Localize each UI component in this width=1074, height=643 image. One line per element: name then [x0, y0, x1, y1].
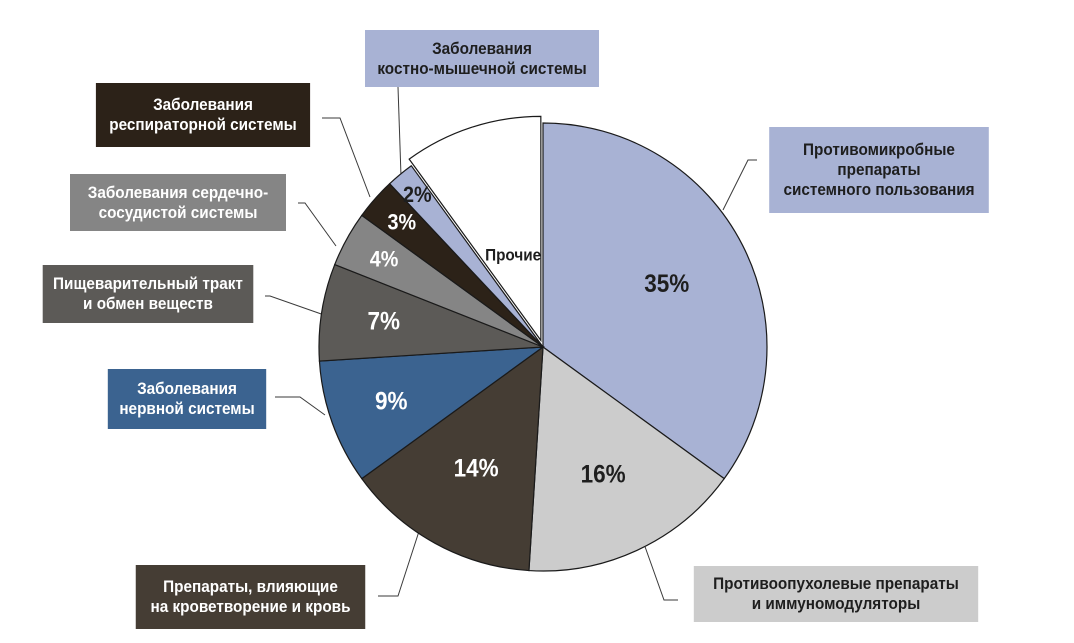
category-label-line: Противомикробные	[803, 140, 955, 159]
leader-line	[397, 86, 402, 177]
category-label-line: костно-мышечной системы	[377, 58, 587, 78]
pie-slice	[528, 345, 726, 572]
category-label-box: Заболевания костно-мышечной системы	[365, 30, 599, 87]
slice-value-label: 9%	[375, 387, 408, 415]
leader-line	[642, 540, 678, 601]
category-label-line: препараты	[837, 160, 921, 179]
leader-line	[378, 518, 424, 597]
leader-line	[298, 202, 337, 247]
slice-value-label: 7%	[367, 308, 400, 336]
category-label-line: Пищеварительный тракт	[53, 274, 243, 293]
category-label-box: Противоопухолевые препараты и иммуномодул…	[693, 566, 979, 622]
pie-slice	[542, 122, 768, 480]
slice-value-label: 14%	[454, 455, 499, 483]
pie-slice	[360, 345, 544, 572]
leader-line	[265, 295, 328, 317]
pie-slices	[318, 115, 768, 572]
category-label-line: Заболевания	[432, 38, 532, 58]
other-slice-label: Прочие	[485, 246, 541, 265]
category-label-box: Препараты, влияющие на кроветворение и кр…	[135, 565, 366, 629]
category-label-box: Противомикробные препараты системного поль…	[769, 127, 989, 213]
pie-slice	[408, 115, 542, 343]
value-labels: 35% 16% 14% 9% 7% 4% 3% 2% Прочие	[367, 183, 689, 489]
leader-line	[322, 117, 371, 198]
category-label-line: Заболевания сердечно-	[87, 182, 269, 202]
slice-value-label: 3%	[388, 210, 417, 234]
slice-value-label: 16%	[581, 460, 626, 488]
category-label-line: Препараты, влияющие	[163, 577, 338, 596]
category-label-line: Заболевания	[137, 379, 237, 398]
leader-lines	[265, 86, 757, 601]
category-label-line: Заболевания	[153, 95, 253, 114]
category-label-line: Противоопухолевые препараты	[713, 574, 959, 593]
category-label-line: сосудистой системы	[98, 202, 258, 222]
pie-slice	[388, 164, 544, 348]
pie-slice	[318, 346, 546, 480]
category-label-box: Заболевания сердечно-сосудистой системы	[70, 174, 286, 231]
leader-line	[275, 396, 326, 416]
category-label-line: и иммуномодуляторы	[751, 594, 921, 613]
slice-value-label: 35%	[644, 270, 689, 298]
category-label-line: на кроветворение и кровь	[150, 597, 351, 616]
category-label-box: Пищеварительный тракт и обмен веществ	[42, 265, 254, 323]
category-label-line: нервной системы	[119, 399, 255, 418]
category-label-box: Заболевания респираторной системы	[95, 83, 311, 147]
category-label-box: Заболевания нервной системы	[107, 369, 267, 429]
slice-value-label: 2%	[403, 183, 432, 207]
category-label-line: респираторной системы	[109, 115, 297, 134]
slice-value-label: 4%	[370, 248, 399, 272]
leader-line	[722, 159, 757, 211]
category-label-line: и обмен веществ	[83, 294, 213, 313]
category-label-line: системного пользования	[783, 180, 975, 199]
